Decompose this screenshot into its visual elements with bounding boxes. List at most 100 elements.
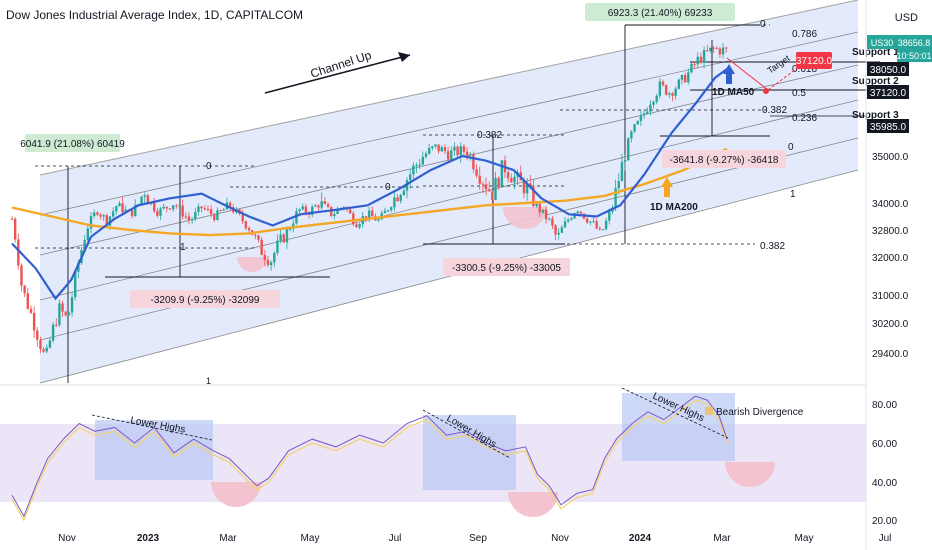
candle-body (364, 216, 368, 219)
candle-body (367, 210, 371, 219)
candle-body (652, 101, 655, 105)
target-line (726, 57, 769, 91)
candle-body (522, 180, 526, 194)
support-tag: 35985.0 (870, 122, 907, 133)
candle-body (203, 208, 206, 210)
channel-line (39, 99, 859, 301)
candle-body (156, 211, 159, 216)
candle-body (532, 186, 535, 207)
fib-level: 0 (760, 19, 766, 30)
candle-body (213, 214, 216, 220)
candle-body (661, 81, 665, 86)
fib3-label: -3641.8 (-9.27%) -36418 (670, 155, 779, 166)
candle-body (159, 208, 162, 216)
rsi-line (11, 395, 728, 518)
candle-body (443, 147, 447, 152)
candle-body (29, 308, 33, 313)
candle-body (32, 312, 36, 331)
candle-body (288, 228, 292, 230)
candle-body (377, 219, 380, 221)
candle-body (111, 211, 115, 217)
fib3-label-bg (662, 150, 786, 168)
channel-line (39, 64, 859, 256)
ma200-label: 1D MA200 (650, 202, 698, 213)
candle-body (440, 147, 443, 152)
fib-level: 0.382 (762, 105, 787, 116)
candle-body (544, 209, 548, 220)
fib1-label-bg (130, 290, 280, 308)
candle-body (601, 229, 605, 231)
candle-body (184, 216, 188, 218)
support-tag-bg (867, 85, 909, 99)
candle-body (525, 183, 529, 194)
candle-body (276, 240, 279, 253)
x-tick: Nov (551, 533, 569, 544)
current-price: 38656.8 (898, 38, 931, 48)
fib-level: 0.786 (792, 29, 817, 40)
candle-body (617, 181, 620, 189)
candle-body (563, 221, 567, 228)
candle-body (386, 210, 390, 212)
candle-body (383, 210, 387, 214)
target-tag: 37120.0 (796, 56, 833, 67)
price-circle (237, 257, 267, 272)
x-tick: May (795, 533, 814, 544)
candle-body (456, 146, 459, 156)
candle-body (630, 131, 633, 139)
candle-body (67, 312, 71, 316)
candle-body (642, 113, 646, 116)
candle-body (424, 153, 428, 157)
candle-body (671, 93, 674, 96)
candle-body (627, 138, 630, 161)
chart-title: Dow Jones Industrial Average Index, 1D, … (6, 8, 304, 22)
candle-body (453, 146, 456, 151)
candle-body (472, 154, 475, 170)
candle-body (171, 205, 175, 210)
candle-body (146, 195, 150, 204)
candle-body (320, 201, 323, 208)
channel-top (39, 0, 859, 176)
candle-body (715, 47, 718, 49)
candle-body (140, 196, 143, 205)
x-tick: Jul (389, 533, 402, 544)
fib-top-label: 6923.3 (21.40%) 69233 (608, 8, 713, 19)
candle-body (326, 204, 330, 207)
fib-top-label-bg (585, 3, 735, 21)
candle-body (48, 340, 52, 348)
channel-arrowhead (398, 52, 410, 62)
candle-body (620, 161, 624, 182)
candle-body (557, 232, 560, 235)
candle-body (219, 210, 222, 212)
candle-body (23, 285, 26, 294)
candle-body (333, 213, 336, 216)
candle-body (570, 218, 573, 220)
x-tick: Sep (469, 533, 487, 544)
current-symbol: US30 (871, 38, 894, 48)
candle-body (254, 234, 257, 236)
support-tag: 38050.0 (870, 65, 907, 76)
candle-body (668, 93, 671, 95)
bearish-label: Bearish Divergence (716, 407, 804, 418)
candle-body (712, 47, 715, 49)
candle-body (298, 209, 301, 212)
candle-body (118, 203, 121, 207)
candle-body (566, 219, 570, 222)
candle-body (649, 104, 652, 112)
candle-body (462, 146, 466, 152)
candle-body (55, 324, 58, 326)
candle-body (130, 210, 134, 217)
candle-body (554, 225, 557, 235)
fib-level: 0 (385, 182, 391, 193)
y-tick: 35000.0 (872, 152, 909, 163)
candle-body (314, 205, 317, 207)
candle-body (674, 88, 677, 96)
currency-label: USD (894, 12, 918, 24)
candle-body (273, 252, 276, 263)
candle-body (348, 209, 352, 214)
candle-body (683, 74, 687, 83)
support-label: Support 3 (852, 110, 899, 121)
fib1-label: -3209.9 (-9.25%) -32099 (151, 295, 260, 306)
candle-body (86, 228, 90, 241)
fib-left-label-bg (25, 134, 120, 152)
